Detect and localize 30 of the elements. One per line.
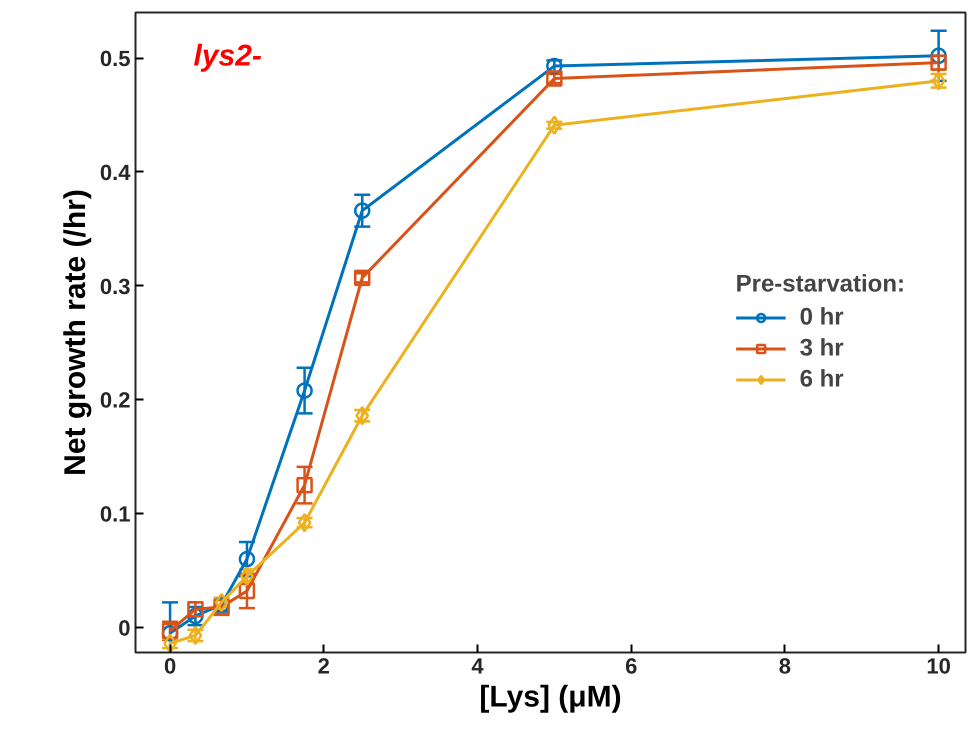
- annotation: lys2-: [194, 40, 262, 72]
- y-tick-label: 0.4: [100, 160, 132, 185]
- y-tick-label: 0.5: [100, 46, 131, 72]
- legend-title: Pre-starvation:: [736, 270, 905, 298]
- y-tick-label: 0.2: [100, 388, 131, 413]
- y-tick-label: 0: [118, 615, 131, 640]
- point: [296, 476, 313, 494]
- x-tick-label: 4: [471, 654, 484, 678]
- x-tick-label: 6: [625, 654, 638, 678]
- point: [355, 406, 370, 426]
- x-tick-label: 10: [926, 654, 951, 678]
- point: [298, 512, 312, 532]
- point: [354, 202, 370, 219]
- x-tick-label: 0: [164, 654, 176, 678]
- legend-label: 0 hr: [800, 304, 844, 332]
- point: [188, 626, 202, 646]
- y-tick-label: 0.3: [100, 274, 131, 299]
- y-tick-label: 0.1: [100, 502, 131, 527]
- legend-label: 3 hr: [800, 334, 844, 362]
- x-tick-label: 8: [778, 654, 792, 678]
- point: [163, 634, 177, 652]
- legend-label: 6 hr: [800, 366, 844, 394]
- point: [546, 70, 563, 87]
- point: [238, 550, 256, 568]
- point: [214, 592, 228, 612]
- y-axis-title: Net growth rate (/hr): [58, 189, 92, 476]
- point: [296, 382, 313, 399]
- x-axis-title: [Lys] (μM): [479, 680, 622, 714]
- point: [547, 115, 562, 135]
- x-tick-label: 2: [318, 654, 330, 678]
